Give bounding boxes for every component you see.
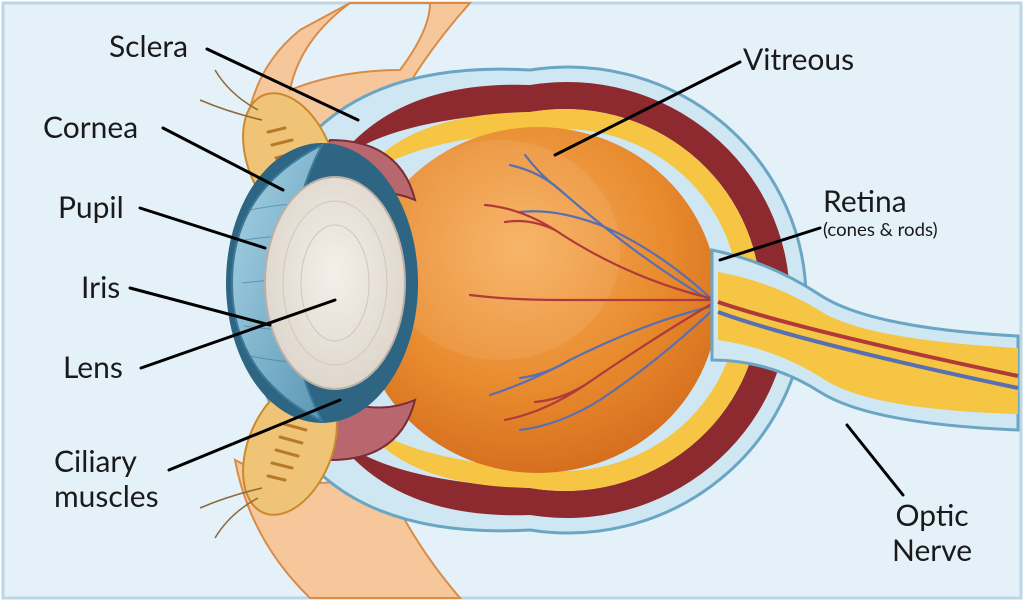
label-sclera: Sclera: [109, 29, 188, 64]
label-ciliary-text-2: muscles: [54, 479, 159, 514]
label-cornea: Cornea: [43, 110, 138, 145]
label-cornea-text: Cornea: [43, 110, 138, 145]
label-optic: Optic Nerve: [892, 498, 972, 567]
label-pupil: Pupil: [58, 190, 124, 225]
label-vitreous: Vitreous: [743, 42, 854, 77]
label-iris: Iris: [81, 270, 120, 305]
label-sclera-text: Sclera: [109, 29, 188, 64]
label-ciliary-text-1: Ciliary: [54, 444, 159, 479]
label-lens: Lens: [63, 350, 123, 385]
label-retina-text: Retina: [823, 184, 938, 219]
eye-anatomy-diagram: Sclera Cornea Pupil Iris Lens Ciliary mu…: [0, 0, 1024, 601]
label-iris-text: Iris: [81, 270, 120, 305]
label-pupil-text: Pupil: [58, 190, 124, 225]
label-optic-text-1: Optic: [892, 498, 972, 533]
label-lens-text: Lens: [63, 350, 123, 385]
label-vitreous-text: Vitreous: [743, 42, 854, 77]
label-retina: Retina (cones & rods): [823, 184, 938, 240]
label-optic-text-2: Nerve: [892, 533, 972, 568]
label-ciliary: Ciliary muscles: [54, 444, 159, 513]
label-retina-sub: (cones & rods): [823, 219, 938, 240]
lens: [265, 177, 405, 389]
